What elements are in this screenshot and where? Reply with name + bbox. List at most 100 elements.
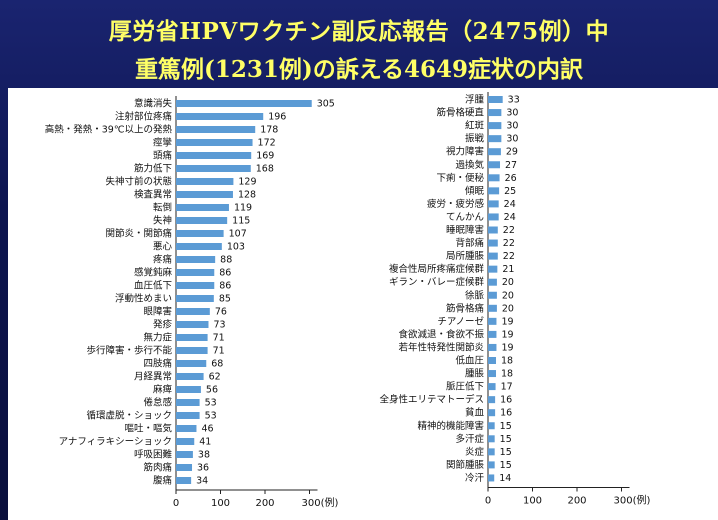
category-label: 血圧低下 bbox=[134, 280, 172, 292]
category-label: チアノーゼ bbox=[437, 315, 484, 327]
bar bbox=[176, 412, 200, 419]
bar bbox=[488, 461, 495, 469]
bar bbox=[176, 425, 197, 432]
value-label: 29 bbox=[506, 147, 518, 158]
bar bbox=[488, 330, 497, 338]
category-label: 筋骨格硬直 bbox=[436, 107, 484, 119]
category-label: 筋肉痛 bbox=[143, 462, 172, 474]
bar bbox=[176, 464, 193, 471]
category-label: 四肢痛 bbox=[143, 358, 172, 370]
bar bbox=[176, 100, 312, 107]
bar bbox=[488, 109, 502, 117]
bar bbox=[488, 448, 495, 456]
value-label: 71 bbox=[213, 346, 225, 357]
bar bbox=[488, 422, 495, 430]
value-label: 169 bbox=[256, 151, 274, 162]
bar bbox=[176, 360, 207, 367]
value-label: 20 bbox=[502, 277, 514, 288]
value-label: 30 bbox=[506, 108, 518, 119]
category-label: 頭痛 bbox=[153, 150, 173, 162]
title-line-2: 重篤例(1231例)の訴える4649症状の内訳 bbox=[134, 56, 584, 83]
bar bbox=[488, 187, 500, 195]
category-label: 発疹 bbox=[153, 319, 173, 331]
slide-title: 厚労省HPVワクチン副反応報告（2475例）中 重篤例(1231例)の訴える46… bbox=[0, 0, 718, 90]
bar bbox=[488, 435, 495, 443]
bar bbox=[488, 409, 496, 417]
bar-charts: 意識消失 305 注射部位疼痛 196 高熱・発熱・39℃以上の発熱 178 痙攣 172 頭痛… bbox=[45, 92, 650, 509]
bar bbox=[176, 126, 256, 133]
value-label: 76 bbox=[215, 307, 227, 318]
value-label: 15 bbox=[500, 447, 512, 458]
category-label: 眼障害 bbox=[143, 306, 172, 318]
category-label: 振戦 bbox=[465, 133, 485, 145]
bar bbox=[176, 165, 251, 172]
value-label: 33 bbox=[508, 95, 520, 106]
category-label: 背部痛 bbox=[455, 237, 484, 249]
x-tick-label: 300(例) bbox=[302, 496, 339, 509]
category-label: ギラン・バレー症候群 bbox=[389, 276, 485, 288]
category-label: 局所腫脹 bbox=[446, 251, 485, 262]
category-label: 浮腫 bbox=[465, 94, 485, 106]
category-label: 痙攣 bbox=[153, 137, 172, 149]
value-label: 73 bbox=[213, 320, 225, 331]
value-label: 22 bbox=[503, 251, 515, 262]
value-label: 53 bbox=[205, 411, 217, 422]
bar bbox=[488, 122, 502, 130]
category-label: 炎症 bbox=[465, 446, 485, 458]
bar bbox=[488, 213, 499, 221]
x-tick-label: 200 bbox=[567, 495, 586, 506]
value-label: 128 bbox=[238, 190, 256, 201]
value-label: 30 bbox=[506, 134, 518, 145]
category-label: 貧血 bbox=[465, 407, 485, 419]
value-label: 107 bbox=[229, 229, 247, 240]
bar bbox=[176, 113, 264, 120]
value-label: 305 bbox=[317, 99, 335, 110]
category-label: 徐脈 bbox=[465, 289, 485, 301]
category-label: 感覚鈍麻 bbox=[134, 267, 173, 279]
bar bbox=[488, 174, 500, 182]
value-label: 88 bbox=[220, 255, 232, 266]
category-label: 低血圧 bbox=[455, 355, 484, 367]
bar bbox=[488, 135, 502, 143]
bar bbox=[176, 178, 234, 185]
category-label: 睡眠障害 bbox=[446, 224, 484, 236]
bar bbox=[176, 347, 208, 354]
value-label: 27 bbox=[505, 160, 517, 171]
bar bbox=[176, 438, 195, 445]
category-label: てんかん bbox=[446, 212, 484, 223]
bar bbox=[488, 226, 498, 234]
bar bbox=[488, 474, 495, 482]
category-label: 悪心 bbox=[153, 242, 173, 253]
category-label: 月経異常 bbox=[134, 371, 172, 383]
bar bbox=[488, 96, 503, 103]
value-label: 15 bbox=[500, 434, 512, 445]
bar bbox=[176, 386, 201, 393]
x-tick-label: 0 bbox=[485, 495, 491, 506]
category-label: 精神的機能障害 bbox=[417, 420, 484, 432]
value-label: 129 bbox=[238, 177, 256, 188]
chart-panel: 意識消失 305 注射部位疼痛 196 高熱・発熱・39℃以上の発熱 178 痙攣 172 頭痛… bbox=[8, 88, 718, 520]
bar bbox=[488, 370, 497, 378]
category-label: 倦怠感 bbox=[143, 397, 172, 409]
category-label: 高熱・発熱・39℃以上の発熱 bbox=[45, 124, 173, 136]
category-label: 呼吸困難 bbox=[134, 449, 173, 461]
value-label: 85 bbox=[219, 294, 231, 305]
value-label: 119 bbox=[234, 203, 252, 214]
bar bbox=[176, 217, 228, 224]
bar bbox=[176, 256, 216, 263]
bar bbox=[176, 334, 208, 341]
category-label: 関節炎・関節痛 bbox=[105, 228, 172, 240]
category-label: 筋骨格痛 bbox=[446, 302, 485, 314]
bar bbox=[488, 291, 497, 299]
bar bbox=[176, 152, 252, 159]
value-label: 19 bbox=[501, 329, 513, 340]
value-label: 56 bbox=[206, 385, 218, 396]
bar bbox=[176, 308, 210, 315]
category-label: 検査異常 bbox=[134, 189, 172, 201]
value-label: 20 bbox=[502, 290, 514, 301]
bar bbox=[488, 239, 498, 247]
category-label: 嘔吐・嘔気 bbox=[124, 423, 172, 435]
category-label: 複合性局所疼痛症候群 bbox=[389, 263, 485, 275]
x-tick-label: 200 bbox=[255, 498, 274, 509]
bar bbox=[488, 304, 497, 312]
